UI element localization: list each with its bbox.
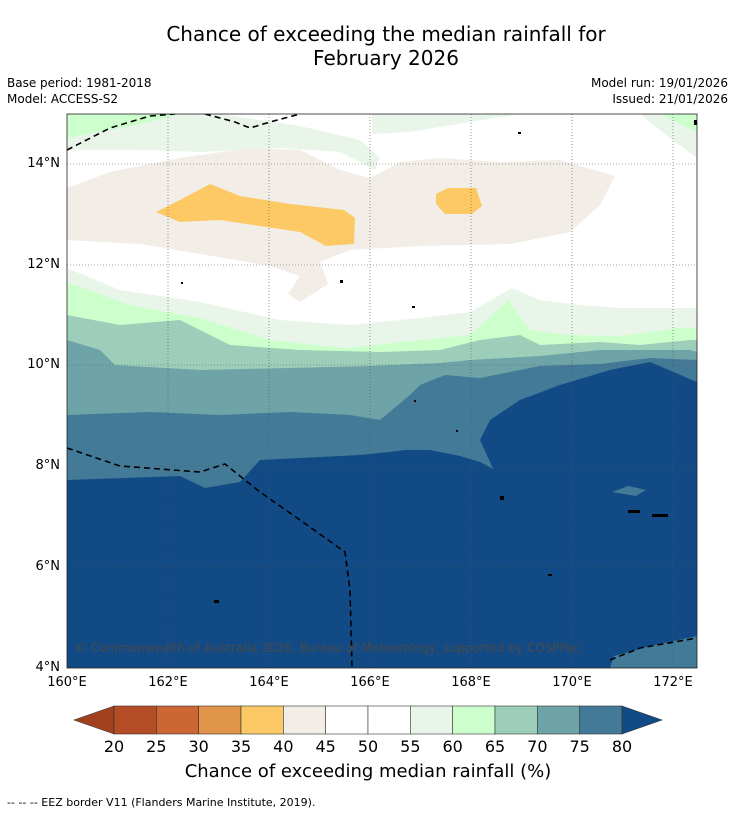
colorbar-tick-label: 20 xyxy=(103,737,125,756)
eez-footnote: -- -- -- EEZ border V11 (Flanders Marine… xyxy=(7,796,316,809)
eez-border xyxy=(67,114,697,668)
map-frame xyxy=(66,113,698,669)
band-80-island xyxy=(388,436,444,450)
lat-label-14n: 14°N xyxy=(27,156,60,171)
band-60-ne xyxy=(372,114,520,134)
lon-label-160e: 160°E xyxy=(47,675,87,690)
colorbar-segment xyxy=(113,705,157,735)
colorbar-segment xyxy=(579,705,623,735)
colorbar-tick-label: 80 xyxy=(611,737,633,756)
colorbar-tick-label: 30 xyxy=(188,737,209,756)
colorbar-segment xyxy=(410,705,453,735)
gridlines xyxy=(67,114,697,668)
colorbar-segment xyxy=(452,705,496,735)
lat-label-8n: 8°N xyxy=(35,458,61,473)
band-35-east xyxy=(436,188,482,214)
colorbar-tick-label: 40 xyxy=(273,737,294,756)
colorbar-tick-label: 45 xyxy=(315,737,336,756)
colorbar-segment xyxy=(494,705,538,735)
lon-label-168e: 168°E xyxy=(451,675,491,690)
lat-label-10n: 10°N xyxy=(27,357,60,372)
base-period: Base period: 1981-2018 xyxy=(7,76,152,90)
colorbar-tick-label: 75 xyxy=(569,737,590,756)
colorbar-title: Chance of exceeding median rainfall (%) xyxy=(184,761,552,782)
lon-label-170e: 170°E xyxy=(552,675,592,690)
colorbar-tick-label: 65 xyxy=(484,737,506,756)
colorbar-segment xyxy=(367,705,411,735)
colorbar-segment xyxy=(240,705,284,735)
meta-left: Base period: 1981-2018 Model: ACCESS-S2 xyxy=(7,75,152,107)
lon-label-166e: 166°E xyxy=(350,675,390,690)
lon-label-172e: 172°E xyxy=(653,675,693,690)
colorbar-tick-label: 60 xyxy=(442,737,463,756)
chart-title-line1: Chance of exceeding the median rainfall … xyxy=(166,22,606,46)
colorbar-tick-label: 70 xyxy=(527,737,548,756)
colorbar-segment xyxy=(325,705,369,735)
band-60-north xyxy=(67,114,380,170)
band-over xyxy=(67,362,697,668)
model-name: Model: ACCESS-S2 xyxy=(7,92,119,106)
island-markers xyxy=(181,120,697,603)
colorbar-segment xyxy=(283,705,326,735)
lat-label-12n: 12°N xyxy=(27,257,60,272)
band-65-ne xyxy=(660,114,697,132)
issued-date: Issued: 21/01/2026 xyxy=(612,92,728,106)
colorbar-over-arrow xyxy=(621,705,663,735)
band-80-corner xyxy=(610,636,697,668)
colorbar-tick-label: 35 xyxy=(230,737,252,756)
colorbar-tick-label: 50 xyxy=(357,737,379,756)
band-35-west xyxy=(156,184,355,246)
model-run: Model run: 19/01/2026 xyxy=(590,76,728,90)
colorbar-segment xyxy=(198,705,242,735)
colorbar-tick-label: 25 xyxy=(146,737,167,756)
colorbar xyxy=(73,705,663,735)
chart-title: Chance of exceeding the median rainfall … xyxy=(0,22,736,70)
lon-label-162e: 162°E xyxy=(148,675,188,690)
band-80-small xyxy=(612,486,646,496)
colorbar-segment xyxy=(156,705,199,735)
copyright-note: © Commonwealth of Australia 2026, Bureau… xyxy=(75,641,581,655)
colorbar-tick-label: 55 xyxy=(400,737,421,756)
lat-label-4n: 4°N xyxy=(35,660,61,675)
colorbar-under-arrow xyxy=(73,705,115,735)
lon-label-164e: 164°E xyxy=(249,675,289,690)
rainfall-contours xyxy=(67,114,697,668)
band-65-north xyxy=(67,114,180,138)
meta-right: Model run: 19/01/2026 Issued: 21/01/2026 xyxy=(591,75,728,107)
chart-title-line2: February 2026 xyxy=(313,46,459,70)
colorbar-segment xyxy=(537,705,580,735)
lat-label-6n: 6°N xyxy=(35,559,61,574)
